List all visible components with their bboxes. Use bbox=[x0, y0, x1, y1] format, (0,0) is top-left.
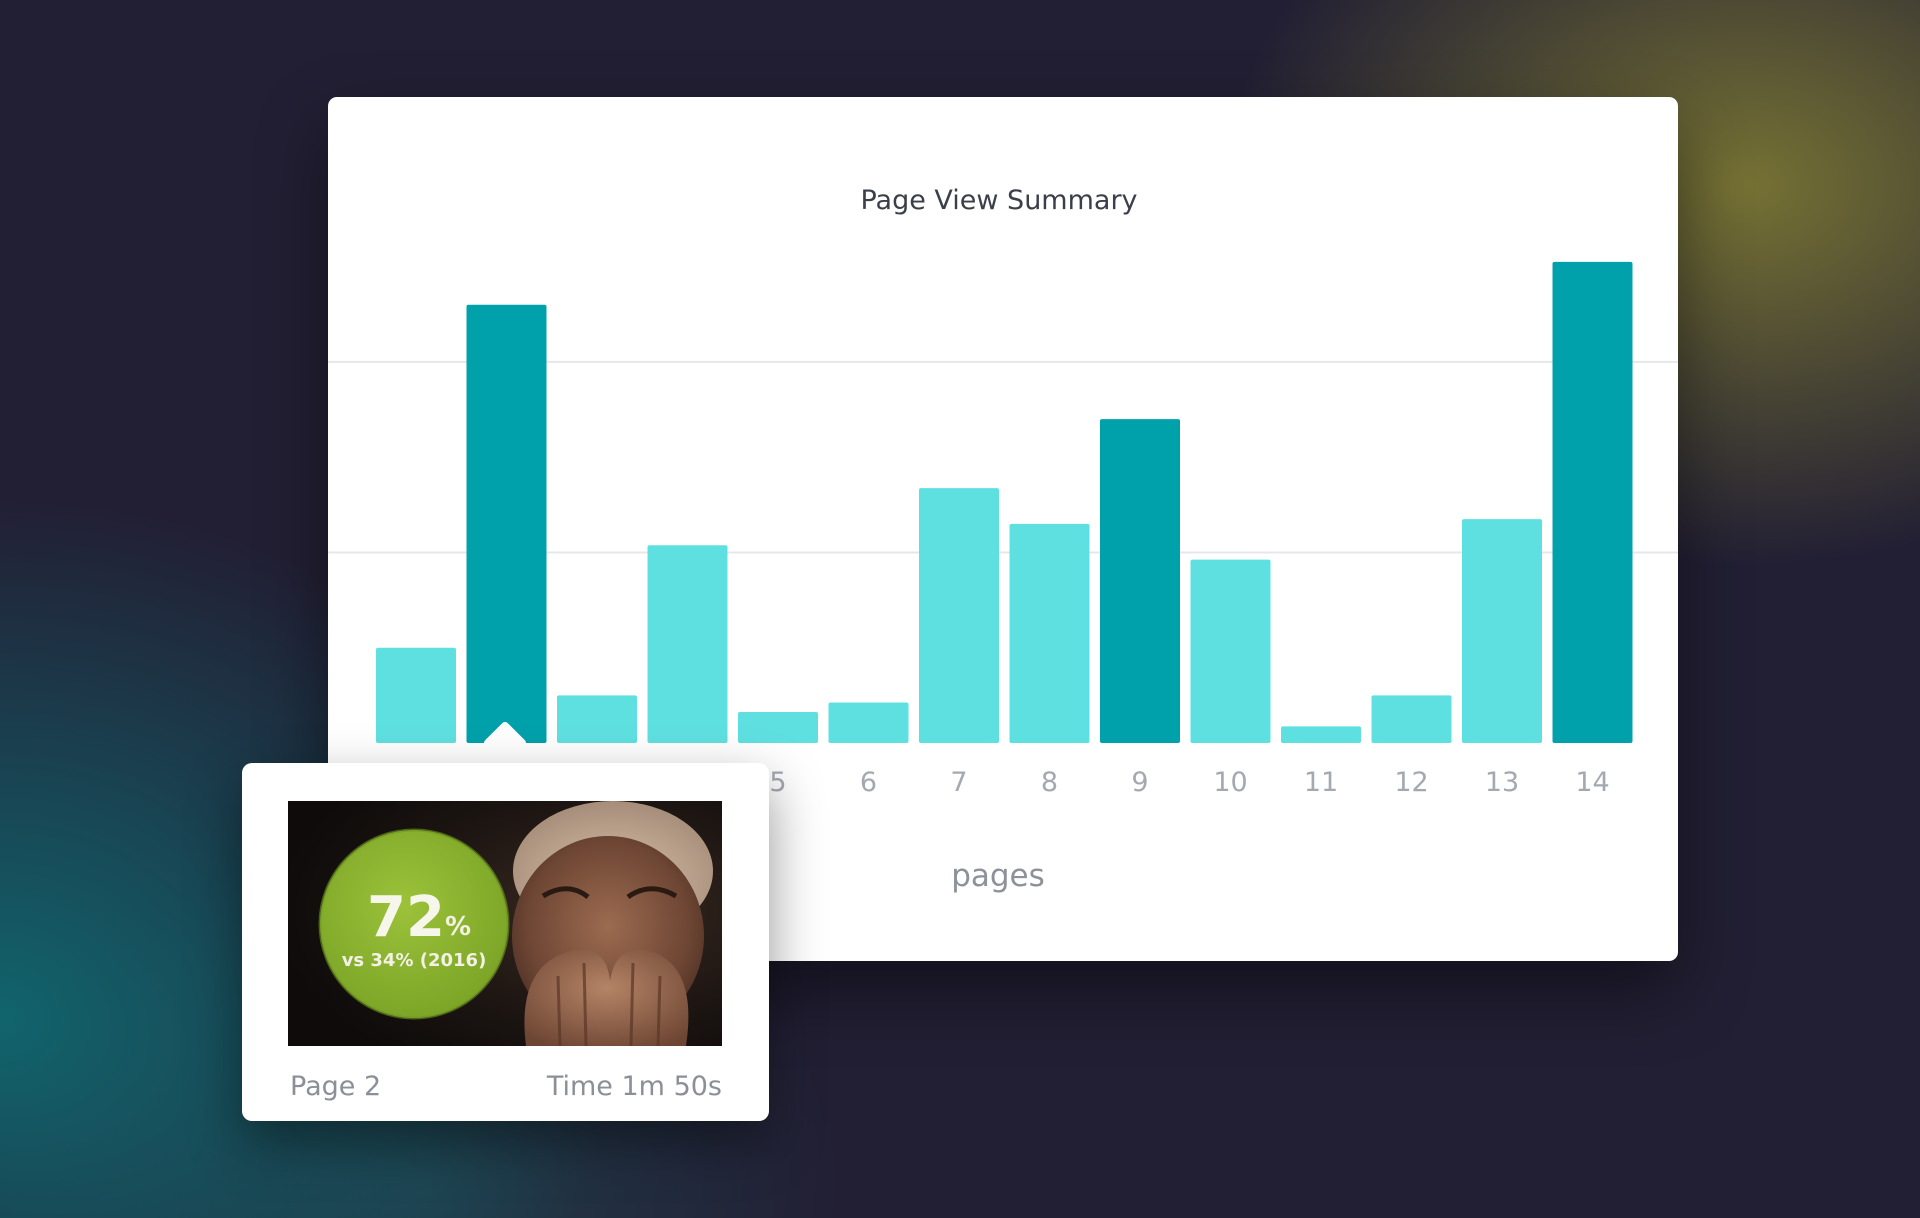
tooltip-page-label: Page 2 bbox=[290, 1071, 382, 1102]
chart-title: Page View Summary bbox=[860, 185, 1137, 216]
stat-badge: 72 % vs 34% (2016) bbox=[318, 828, 510, 1020]
x-tick-label: 11 bbox=[1304, 767, 1338, 798]
bar-page-7[interactable] bbox=[919, 488, 999, 743]
x-tick-label: 5 bbox=[769, 767, 786, 798]
x-tick-label: 7 bbox=[950, 767, 967, 798]
bar-page-4[interactable] bbox=[647, 545, 728, 743]
x-axis-label: pages bbox=[951, 858, 1045, 894]
tooltip-time-label: Time 1m 50s bbox=[546, 1071, 722, 1102]
stat-unit: % bbox=[445, 912, 471, 942]
bar-page-9[interactable] bbox=[1100, 419, 1180, 743]
bar-chart: 1234567891011121314 Page View Summary pa… bbox=[328, 185, 1678, 894]
bar-page-1[interactable] bbox=[376, 647, 456, 743]
bar-page-6[interactable] bbox=[828, 702, 909, 743]
bar-page-10[interactable] bbox=[1190, 559, 1271, 743]
x-tick-label: 8 bbox=[1041, 767, 1058, 798]
x-tick-label: 9 bbox=[1131, 767, 1148, 798]
bars bbox=[376, 261, 1633, 743]
bar-page-2[interactable] bbox=[466, 304, 547, 743]
page-tooltip: 72 % vs 34% (2016) Page 2 Time 1m 50s bbox=[242, 763, 769, 1121]
bar-page-5[interactable] bbox=[738, 712, 818, 743]
stat-value: 72 bbox=[367, 885, 445, 950]
page-thumbnail: 72 % vs 34% (2016) bbox=[288, 801, 722, 1046]
x-tick-label: 13 bbox=[1485, 767, 1519, 798]
bar-page-11[interactable] bbox=[1281, 726, 1361, 743]
bar-page-14[interactable] bbox=[1552, 261, 1633, 743]
bar-page-12[interactable] bbox=[1371, 695, 1452, 743]
x-tick-label: 14 bbox=[1575, 767, 1609, 798]
stat-comparison: vs 34% (2016) bbox=[342, 950, 487, 971]
bar-page-8[interactable] bbox=[1009, 523, 1090, 743]
x-tick-label: 10 bbox=[1213, 767, 1247, 798]
gridlines bbox=[328, 360, 1678, 554]
x-tick-label: 12 bbox=[1394, 767, 1428, 798]
bar-page-13[interactable] bbox=[1462, 519, 1542, 743]
bar-page-3[interactable] bbox=[557, 695, 637, 743]
x-tick-label: 6 bbox=[860, 767, 877, 798]
